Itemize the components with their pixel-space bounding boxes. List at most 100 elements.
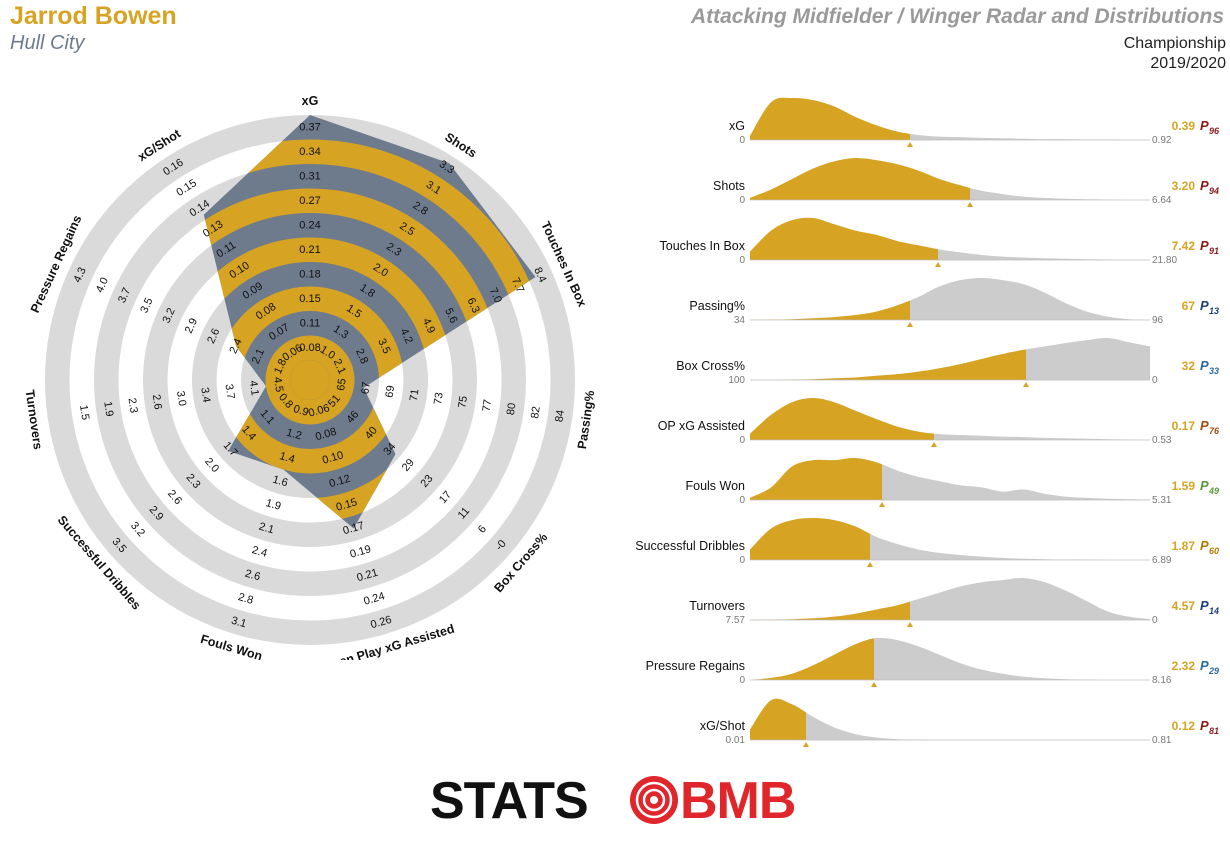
radar-tick-label: 3.2	[161, 306, 178, 325]
radar-tick-label: 2.1	[331, 357, 348, 376]
radar-tick-label: 4.3	[71, 266, 88, 285]
metric-percentile: 29	[1208, 666, 1219, 676]
radar-tick-label: 1.2	[285, 427, 303, 443]
statsbomb-logo: STATS BMB	[430, 772, 796, 830]
distribution-player-fill	[750, 638, 874, 680]
player-marker	[931, 442, 937, 447]
radar-tick-label: 0.21	[355, 567, 379, 585]
season-label: 2019/2020	[1150, 55, 1226, 72]
radar-tick-label: 2.6	[150, 394, 164, 411]
player-marker	[867, 562, 873, 567]
logo-text-stats: STATS	[430, 772, 588, 830]
radar-tick-label: 4.9	[420, 316, 437, 335]
metric-label: OP xG Assisted	[658, 419, 745, 433]
distribution-rest	[910, 278, 1150, 320]
metric-min: 7.57	[726, 615, 746, 626]
radar-tick-label: 3.5	[138, 296, 155, 315]
player-name: Jarrod Bowen	[10, 2, 177, 30]
metric-percentile: 91	[1209, 246, 1219, 256]
player-marker	[907, 142, 913, 147]
radar-tick-label: 3.4	[198, 387, 212, 404]
player-marker	[803, 742, 809, 747]
metric-percentile: 49	[1208, 486, 1219, 496]
radar-tick-label: 3.5	[375, 337, 392, 356]
radar-tick-label: 80	[505, 402, 519, 416]
radar-tick-label: 2.4	[250, 544, 268, 560]
radar-tick-label: 0.26	[369, 614, 393, 632]
distribution-rest	[970, 187, 1150, 201]
metric-min: 0	[739, 555, 745, 566]
player-marker	[907, 622, 913, 627]
radar-tick-label: 17	[437, 489, 454, 506]
radar-tick-label: 0.08	[314, 426, 338, 444]
radar-chart: 0.08 0.11 0.15 0.18 0.21 0.24 0.27 0.31 0.34 0.37…	[23, 94, 598, 660]
radar-tick-label: 0.10	[321, 449, 345, 467]
radar-tick-label: 4.0	[94, 276, 111, 295]
radar-tick-label: 2.9	[183, 316, 200, 335]
percentile-prefix: P	[1200, 598, 1209, 613]
radar-center	[290, 360, 330, 400]
radar-tick-label: 77	[481, 399, 495, 413]
distribution-rest	[934, 433, 1150, 440]
distribution-rest	[870, 533, 1150, 561]
radar-tick-label: 2.6	[205, 327, 222, 346]
metric-min: 0	[739, 675, 745, 686]
competition-label: Championship	[1123, 35, 1226, 52]
distribution-rest	[874, 637, 1150, 681]
metric-label: Turnovers	[689, 599, 745, 613]
distribution-rest	[806, 712, 1150, 741]
radar-tick-label: 67	[359, 381, 373, 395]
radar-tick-label: 0.34	[299, 146, 320, 158]
radar-tick-label: 0.12	[328, 473, 352, 491]
radar-tick-label: 0.21	[299, 244, 320, 256]
metric-max: 0.53	[1152, 435, 1172, 446]
percentile-prefix: P	[1200, 478, 1209, 493]
metric-value: 1.59	[1172, 479, 1196, 493]
percentile-prefix: P	[1200, 718, 1209, 733]
percentile-prefix: P	[1200, 538, 1209, 553]
radar-tick-label: 2.3	[126, 397, 140, 414]
metric-max: 0	[1152, 615, 1158, 626]
distribution-player-fill	[750, 157, 970, 200]
percentile-prefix: P	[1200, 238, 1209, 253]
radar-tick-label: 65	[335, 378, 349, 392]
percentile-prefix: P	[1200, 118, 1209, 133]
metric-max: 6.64	[1152, 195, 1172, 206]
radar-tick-label: 0.24	[362, 590, 386, 608]
metric-max: 6.89	[1152, 555, 1172, 566]
metric-percentile: 81	[1209, 726, 1219, 736]
radar-tick-label: 29	[400, 457, 417, 474]
percentile-prefix: P	[1200, 358, 1209, 373]
percentile-prefix: P	[1200, 418, 1209, 433]
metric-percentile: 13	[1209, 306, 1219, 316]
radar-tick-label: 4.1	[247, 380, 261, 397]
radar-tick-label: 0.15	[174, 177, 199, 199]
radar-axis-label: Turnovers	[23, 389, 45, 451]
metric-label: xG	[729, 119, 745, 133]
player-marker	[935, 262, 941, 267]
player-marker	[871, 682, 877, 687]
distribution-player-fill	[750, 217, 938, 260]
radar-tick-label: 2.4	[227, 337, 244, 356]
radar-tick-label: 0.06	[307, 402, 331, 420]
metric-max: 21.80	[1152, 255, 1177, 266]
target-icon	[630, 776, 678, 824]
radar-tick-label: 0.18	[299, 268, 320, 280]
radar-tick-label: 75	[456, 395, 470, 409]
metric-value: 1.87	[1172, 539, 1196, 553]
metric-value: 4.57	[1172, 599, 1196, 613]
metric-percentile: 60	[1209, 546, 1219, 556]
distribution-player-fill	[750, 97, 910, 140]
metric-min: 34	[734, 315, 746, 326]
metric-label: Successful Dribbles	[635, 539, 745, 553]
player-marker	[879, 502, 885, 507]
metric-min: 0.01	[726, 735, 746, 746]
metric-percentile: 94	[1209, 186, 1219, 196]
player-marker	[1023, 382, 1029, 387]
player-marker	[907, 322, 913, 327]
distribution-player-fill	[750, 601, 910, 620]
metric-max: 8.16	[1152, 675, 1172, 686]
metric-max: 0.81	[1152, 735, 1172, 746]
percentile-prefix: P	[1200, 178, 1209, 193]
